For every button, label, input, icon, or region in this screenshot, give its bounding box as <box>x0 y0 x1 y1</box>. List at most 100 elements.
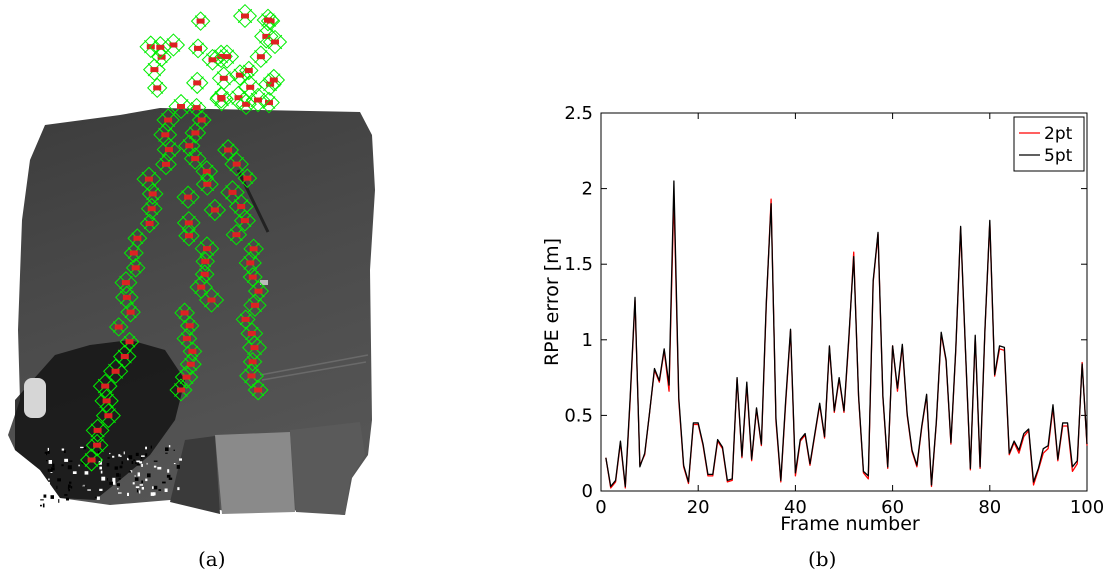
noise-point <box>78 464 80 467</box>
camera-center <box>246 260 255 266</box>
camera-center <box>262 33 271 39</box>
noise-point <box>119 473 121 478</box>
noise-point <box>42 503 45 508</box>
noise-point <box>116 483 120 487</box>
noise-point <box>45 451 48 456</box>
camera-center <box>148 191 157 197</box>
noise-point <box>116 473 119 477</box>
parked-car <box>24 378 46 418</box>
camera-pose-icon <box>176 185 200 209</box>
noise-point <box>118 492 122 494</box>
noise-point <box>99 466 102 470</box>
noise-point <box>165 447 169 451</box>
noise-point <box>61 448 65 451</box>
point-cloud-panel <box>0 0 520 530</box>
y-tick-label: 1 <box>582 330 593 351</box>
noise-point <box>127 492 129 496</box>
noise-point <box>47 450 50 454</box>
camera-center <box>129 250 138 256</box>
camera-pose-icon <box>141 183 164 205</box>
camera-pose-icon <box>235 93 257 116</box>
noise-point <box>141 487 144 490</box>
noise-point <box>46 460 48 462</box>
camera-pose-icon <box>225 223 248 246</box>
noise-point <box>118 454 121 457</box>
noise-point <box>119 465 123 469</box>
camera-pose-icon <box>182 341 203 362</box>
camera-pose-icon <box>237 168 258 189</box>
noise-point <box>145 478 148 482</box>
noise-point <box>177 487 180 491</box>
camera-center <box>184 220 193 226</box>
noise-point <box>67 465 72 470</box>
camera-center <box>242 101 251 107</box>
camera-pose-icon <box>262 29 288 55</box>
camera-pose-icon <box>103 358 129 384</box>
camera-center <box>254 97 262 103</box>
noise-point <box>136 489 138 493</box>
noise-point <box>97 450 100 455</box>
camera-pose-icon <box>195 172 219 196</box>
noise-point <box>83 485 87 487</box>
camera-pose-icon <box>92 373 118 399</box>
camera-pose-icon <box>214 44 240 69</box>
noise-point <box>136 463 140 466</box>
camera-pose-icon <box>211 66 236 91</box>
noise-point <box>40 485 42 489</box>
camera-center <box>256 54 265 60</box>
noise-point <box>153 492 156 496</box>
camera-center <box>156 44 165 50</box>
noise-point <box>40 499 44 501</box>
noise-point <box>70 486 73 489</box>
noise-point <box>48 478 50 481</box>
camera-pose-icon <box>79 448 104 472</box>
noise-point <box>136 460 140 463</box>
noise-point <box>131 460 134 464</box>
noise-point <box>121 461 124 465</box>
camera-center <box>133 235 142 241</box>
camera-center <box>93 442 102 448</box>
noise-point <box>100 470 103 474</box>
tree-shadow <box>15 340 185 500</box>
camera-pose-icon <box>183 147 207 170</box>
noise-point <box>179 458 182 461</box>
noise-point <box>146 462 148 465</box>
noise-point <box>109 481 113 485</box>
noise-point <box>56 485 58 490</box>
camera-center <box>164 117 173 123</box>
camera-pose-icon <box>242 351 263 372</box>
noise-point <box>153 465 157 468</box>
noise-point <box>128 455 133 460</box>
noise-point <box>137 472 140 477</box>
camera-pose-icon <box>203 198 227 222</box>
noise-point <box>127 457 129 461</box>
camera-center <box>237 204 246 209</box>
noise-point <box>68 488 70 492</box>
camera-pose-icon <box>245 87 271 113</box>
camera-pose-icon <box>254 24 279 49</box>
noise-point <box>64 458 68 462</box>
camera-center <box>182 374 191 380</box>
noise-point <box>99 488 103 491</box>
noise-point <box>157 466 162 470</box>
point-cloud-noise <box>40 445 182 508</box>
noise-point <box>62 499 66 504</box>
camera-pose-icon <box>114 271 138 295</box>
noise-point <box>134 475 136 477</box>
camera-pose-icon <box>179 353 202 376</box>
camera-center <box>126 309 135 315</box>
camera-pose-icon <box>147 77 168 99</box>
noise-point <box>165 452 168 454</box>
camera-pose-icon <box>169 378 193 402</box>
noise-point <box>41 484 46 486</box>
camera-center <box>144 176 153 182</box>
camera-pose-icon <box>256 8 280 32</box>
camera-center <box>232 232 241 238</box>
noise-point <box>141 463 143 467</box>
camera-center <box>265 100 273 106</box>
x-tick-label: 0 <box>595 497 606 518</box>
camera-pose-icon <box>238 251 262 275</box>
camera-center <box>271 39 279 45</box>
road-marking <box>259 354 369 381</box>
camera-center <box>203 246 211 252</box>
